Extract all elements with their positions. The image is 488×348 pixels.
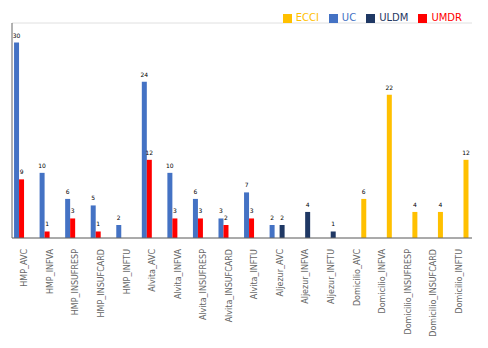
svg-text:24: 24 bbox=[141, 71, 149, 78]
svg-text:10: 10 bbox=[166, 162, 174, 169]
svg-text:HMP_INFTU: HMP_INFTU bbox=[123, 249, 132, 294]
svg-text:12: 12 bbox=[462, 149, 470, 156]
svg-text:2: 2 bbox=[280, 214, 284, 221]
svg-text:3: 3 bbox=[199, 207, 203, 214]
svg-text:1: 1 bbox=[331, 220, 335, 227]
html-text:ECCI: ECCI bbox=[295, 12, 319, 23]
svg-text:4: 4 bbox=[306, 201, 310, 208]
svg-text:4: 4 bbox=[439, 201, 443, 208]
svg-text:22: 22 bbox=[386, 84, 394, 91]
svg-text:Aljezur_INFTU: Aljezur_INFTU bbox=[327, 249, 336, 304]
svg-text:6: 6 bbox=[66, 188, 70, 195]
svg-text:10: 10 bbox=[38, 162, 46, 169]
svg-text:2: 2 bbox=[224, 214, 228, 221]
svg-text:1: 1 bbox=[45, 220, 49, 227]
svg-text:Aljezur_AVC: Aljezur_AVC bbox=[276, 249, 285, 297]
svg-text:Aljezur_INFVA: Aljezur_INFVA bbox=[301, 248, 310, 303]
svg-text:2: 2 bbox=[117, 214, 121, 221]
svg-text:HMP_INSUFCARD: HMP_INSUFCARD bbox=[97, 249, 106, 317]
svg-text:Alvita_INFTU: Alvita_INFTU bbox=[250, 249, 259, 299]
svg-text:9: 9 bbox=[20, 168, 24, 175]
html-text:UC: UC bbox=[341, 12, 357, 23]
svg-text:Domicilio_INFVA: Domicilio_INFVA bbox=[378, 248, 387, 313]
svg-text:HMP_AVC: HMP_AVC bbox=[20, 249, 29, 287]
html-text:UMDR: UMDR bbox=[431, 12, 462, 23]
svg-text:Alvita_INSUFRESP: Alvita_INSUFRESP bbox=[199, 249, 208, 320]
svg-text:Domicilio_INSUFCARD: Domicilio_INSUFCARD bbox=[429, 249, 438, 337]
svg-text:2: 2 bbox=[270, 214, 274, 221]
svg-text:Domicilio_AVC: Domicilio_AVC bbox=[353, 249, 362, 306]
svg-text:HMP_INFVA: HMP_INFVA bbox=[46, 248, 55, 294]
svg-text:Domicilio_INFTU: Domicilio_INFTU bbox=[455, 249, 464, 314]
svg-text:30: 30 bbox=[13, 32, 21, 39]
svg-text:Alvita_INSUFCARD: Alvita_INSUFCARD bbox=[225, 249, 234, 322]
svg-text:HMP_INSUFRESP: HMP_INSUFRESP bbox=[71, 249, 80, 315]
svg-text:3: 3 bbox=[219, 207, 223, 214]
svg-text:Alvita_INFVA: Alvita_INFVA bbox=[174, 248, 183, 299]
svg-text:4: 4 bbox=[413, 201, 417, 208]
svg-text:Domicilio_INSUFRESP: Domicilio_INSUFRESP bbox=[404, 249, 413, 335]
html-text:ULDM: ULDM bbox=[379, 12, 409, 23]
svg-text:5: 5 bbox=[91, 194, 95, 201]
svg-text:3: 3 bbox=[250, 207, 254, 214]
svg-text:3: 3 bbox=[71, 207, 75, 214]
svg-text:6: 6 bbox=[194, 188, 198, 195]
svg-text:12: 12 bbox=[146, 149, 154, 156]
svg-text:7: 7 bbox=[245, 181, 249, 188]
svg-text:6: 6 bbox=[362, 188, 366, 195]
svg-text:3: 3 bbox=[173, 207, 177, 214]
svg-text:Alvita_AVC: Alvita_AVC bbox=[148, 249, 157, 292]
svg-text:1: 1 bbox=[96, 220, 100, 227]
